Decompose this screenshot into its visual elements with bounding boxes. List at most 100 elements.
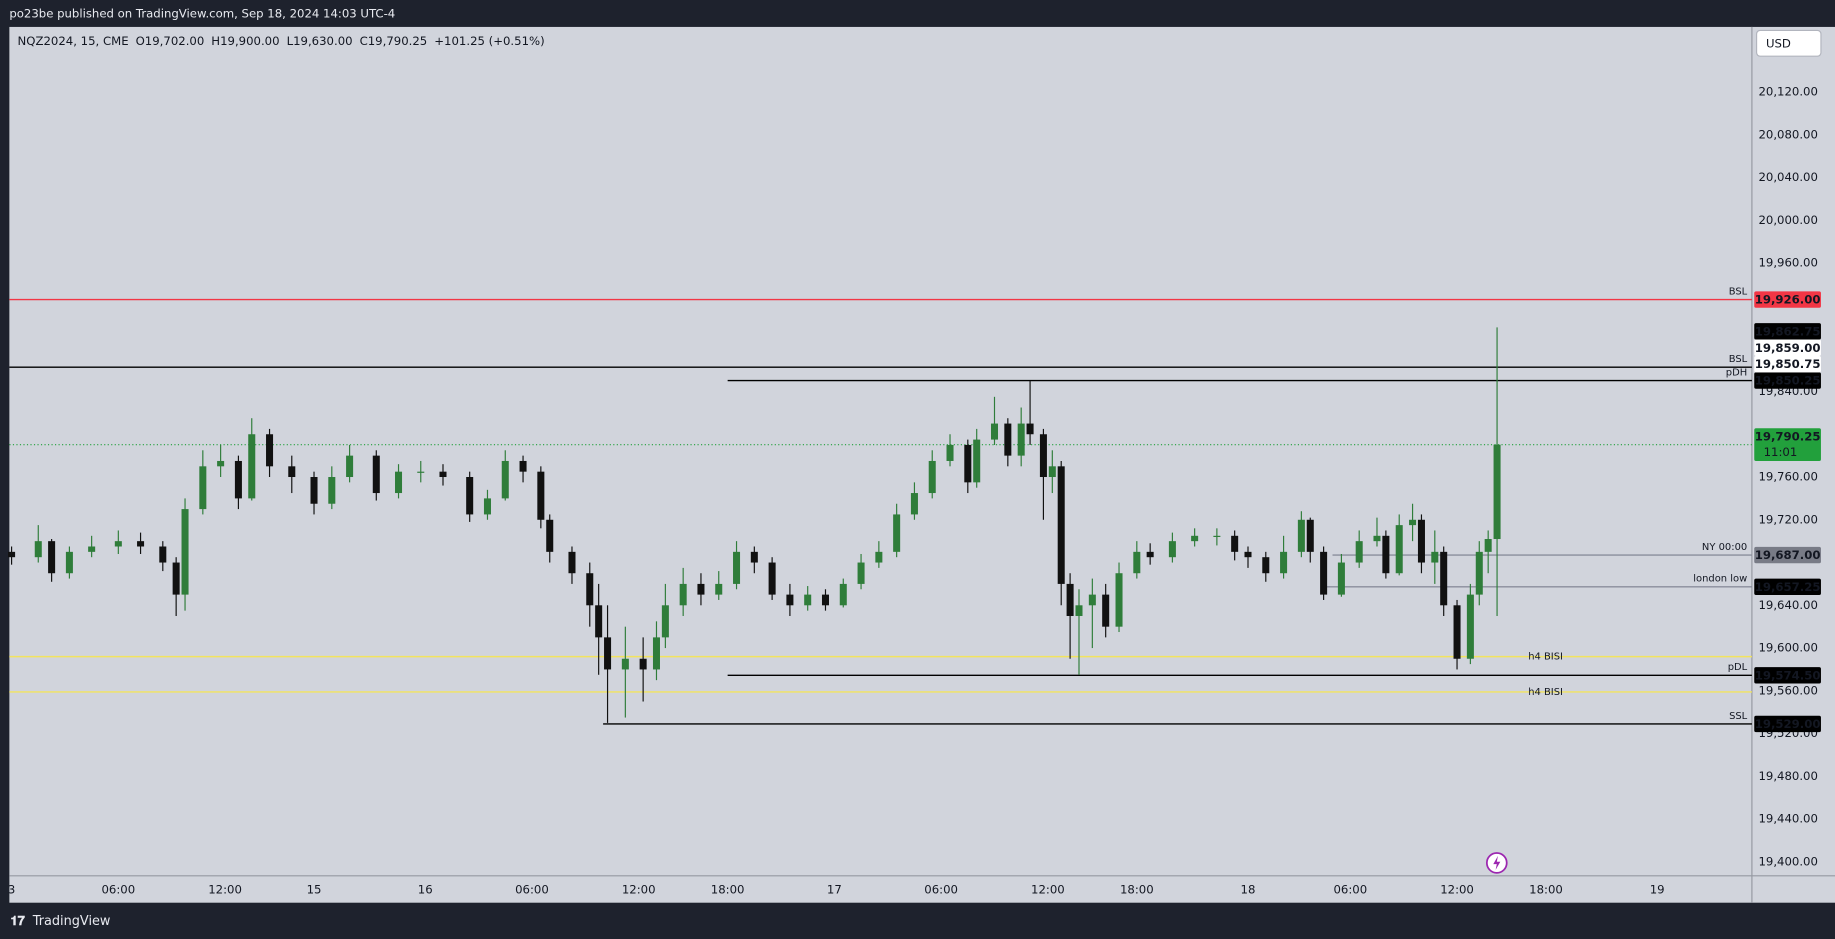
candle-body	[964, 444, 972, 483]
price-box	[1754, 578, 1821, 596]
candle-body	[1475, 551, 1483, 595]
brand: TradingView	[32, 914, 111, 929]
price-box-label: 19,926.00	[1755, 293, 1821, 307]
level-name: london low	[1693, 574, 1747, 585]
candle-body	[990, 423, 999, 440]
level-name: pDL	[1728, 662, 1748, 673]
candle-body	[875, 551, 883, 563]
candle-body	[537, 471, 545, 520]
candle-body	[786, 594, 794, 606]
x-tick-label: 18	[1241, 882, 1256, 896]
price-box-label: 19,657.25	[1755, 580, 1821, 594]
candle-body	[159, 546, 167, 563]
candle-body	[501, 460, 509, 499]
candle-body	[1231, 535, 1239, 552]
symbol: NQZ2024, 15, CME	[18, 33, 129, 47]
y-tick-label: 20,040.00	[1758, 170, 1817, 184]
price-box	[1754, 355, 1821, 373]
price-box-label: 19,574.50	[1755, 668, 1821, 682]
candle-body	[715, 583, 723, 595]
candle-body	[750, 551, 758, 563]
candle-body	[1320, 551, 1328, 595]
candle-body	[1115, 573, 1123, 627]
candle-body	[181, 509, 189, 595]
price-box	[1754, 323, 1821, 340]
candle-body	[1057, 466, 1065, 584]
candle-body	[1440, 551, 1448, 606]
candle-body	[1262, 557, 1270, 574]
candle-body	[417, 471, 425, 473]
candle-body	[1395, 525, 1403, 574]
x-tick-label: 12:00	[208, 882, 242, 896]
ohlc: L19,630.00	[287, 33, 353, 47]
candle-body	[568, 551, 576, 574]
candle-body	[1484, 539, 1492, 552]
candle-body	[1337, 562, 1345, 595]
candle-body	[857, 562, 865, 584]
publisher: po23be published on TradingView.com, Sep…	[9, 7, 395, 21]
x-tick-label: 18:00	[1120, 882, 1154, 896]
candle-body	[621, 658, 629, 670]
x-tick-label: 06:00	[515, 882, 549, 896]
chart-layer: 20,120.00 20,080.00 20,040.00 20,000.00 19,9…	[8, 85, 1821, 896]
candle-body	[483, 498, 491, 515]
price-box	[1754, 715, 1821, 733]
candle-body	[839, 583, 847, 606]
y-tick-label: 20,080.00	[1758, 127, 1817, 141]
candle-body	[546, 519, 554, 552]
y-tick-label: 19,720.00	[1758, 512, 1817, 526]
candle-body	[1355, 541, 1363, 563]
price-axis	[1751, 26, 1835, 903]
candle-body	[661, 605, 669, 638]
price-box-label: 19,529.00	[1755, 717, 1821, 731]
change: +101.25 (+0.51%)	[434, 33, 544, 47]
candle-body	[946, 444, 954, 461]
x-tick-label: 18:00	[711, 882, 745, 896]
currency-button[interactable]	[1756, 29, 1822, 57]
candle-body	[1417, 519, 1425, 563]
candle-body	[768, 562, 776, 595]
y-tick-label: 19,400.00	[1758, 854, 1817, 868]
x-tick-label: 3	[8, 882, 15, 896]
candle-body	[48, 541, 56, 574]
candle-body	[697, 583, 705, 595]
logo: 𝟏𝟕	[11, 914, 26, 929]
x-tick-label: 06:00	[924, 882, 958, 896]
candle-body	[1039, 434, 1047, 478]
price-box-label: 19,862.75	[1755, 324, 1821, 338]
x-tick-label: 16	[418, 882, 433, 896]
level-name: BSL	[1729, 286, 1748, 297]
price-box-label: 19,790.25	[1755, 430, 1821, 444]
level-name: h4 BISI	[1528, 652, 1563, 663]
x-tick-label: 17	[827, 882, 842, 896]
price-box	[1754, 546, 1821, 564]
x-tick-label: 18:00	[1529, 882, 1563, 896]
price-box	[1754, 372, 1821, 389]
y-tick-label: 19,960.00	[1758, 256, 1817, 270]
candle-body	[288, 466, 296, 478]
candle-body	[137, 541, 145, 547]
ohlc: H19,900.00	[211, 33, 279, 47]
candle-body	[1004, 423, 1012, 456]
y-tick-label: 19,480.00	[1758, 769, 1817, 783]
candle-body	[217, 460, 225, 467]
plot-area	[9, 26, 1752, 876]
price-box	[1754, 291, 1821, 308]
candle-body	[1146, 551, 1154, 558]
x-tick-label: 06:00	[101, 882, 135, 896]
price-box	[1754, 428, 1821, 462]
candle-body	[1017, 423, 1025, 456]
y-tick-label: 20,120.00	[1758, 85, 1817, 99]
currency[interactable]: USD	[1766, 36, 1791, 50]
candle-body	[266, 434, 274, 467]
candle-body	[88, 546, 96, 552]
y-tick-label: 20,000.00	[1758, 213, 1817, 227]
candle-body	[248, 434, 256, 499]
candle-body	[1066, 583, 1074, 616]
candle-body	[893, 514, 901, 552]
candle-body	[1048, 466, 1056, 478]
candle-body	[1466, 594, 1474, 659]
candle-body	[1431, 551, 1439, 563]
y-tick-label: 19,440.00	[1758, 812, 1817, 826]
